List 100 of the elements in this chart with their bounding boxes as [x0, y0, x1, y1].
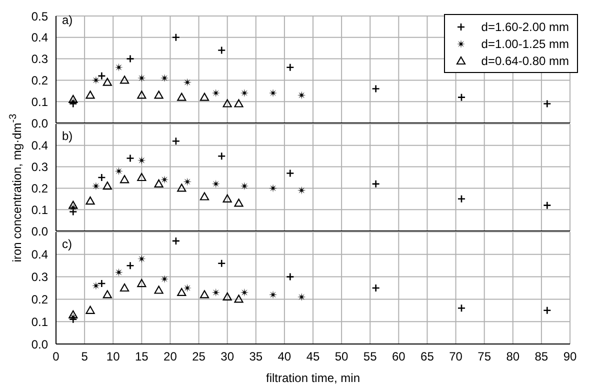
y-tick-label: 0.1 [31, 202, 48, 217]
point [102, 290, 112, 298]
x-tick-label: 0 [52, 350, 60, 364]
point [137, 172, 146, 182]
point [212, 180, 220, 188]
annotation: c) [62, 237, 72, 251]
point [217, 152, 226, 160]
y-tick-label: 0.4 [31, 30, 48, 45]
point [120, 175, 130, 184]
point [120, 283, 130, 292]
point [92, 282, 100, 290]
legend-label: d=0.64-0.80 mm [481, 54, 569, 68]
point [137, 74, 146, 82]
point [217, 46, 226, 54]
point [98, 279, 106, 288]
point [286, 272, 294, 281]
point [137, 278, 146, 288]
x-tick-label: 25 [192, 350, 206, 364]
legend-label: d=1.00-1.25 mm [481, 36, 569, 50]
point [183, 178, 192, 186]
x-tick-label: 50 [334, 350, 349, 364]
point [457, 194, 466, 204]
annotation: a) [62, 13, 73, 27]
y-tick-label: 0.0 [31, 116, 48, 130]
point [92, 182, 100, 190]
point [183, 284, 192, 292]
x-tick-label: 10 [106, 350, 120, 364]
point [240, 182, 249, 190]
point [177, 288, 186, 296]
point [222, 99, 232, 108]
point [137, 156, 146, 165]
point [200, 192, 210, 200]
y-tick-label: 0.0 [31, 224, 48, 238]
point [154, 286, 164, 294]
x-tick-label: 75 [478, 350, 492, 364]
point [154, 90, 164, 99]
y-tick-label: 0.1 [31, 314, 48, 329]
x-tick-label: 65 [420, 350, 434, 364]
point [154, 179, 164, 188]
point [126, 154, 134, 162]
point [372, 84, 380, 93]
y-tick-label: 0.4 [31, 138, 48, 153]
y-tick-label: 0.3 [31, 52, 48, 66]
point [114, 268, 124, 277]
x-tick-label: 55 [363, 350, 378, 364]
y-tick-label: 0.3 [31, 160, 48, 174]
point [102, 182, 112, 190]
point [268, 290, 278, 299]
point [114, 166, 124, 176]
point [98, 173, 106, 182]
point [86, 196, 95, 205]
point [137, 254, 146, 264]
point [286, 63, 294, 72]
point [86, 90, 95, 99]
point [172, 236, 180, 246]
point [68, 200, 78, 209]
point [98, 72, 106, 80]
y-tick-label: 0.2 [31, 181, 48, 196]
point [240, 88, 249, 98]
x-tick-label: 45 [306, 350, 320, 364]
x-tick-label: 5 [81, 350, 88, 364]
point [92, 76, 100, 84]
point [177, 184, 186, 192]
x-tick-label: 35 [249, 350, 263, 364]
annotation: b) [62, 129, 73, 143]
point [234, 198, 244, 207]
point [102, 78, 112, 86]
y-tick-label: 0.4 [31, 248, 48, 262]
x-tick-label: 70 [449, 350, 463, 364]
point [372, 180, 380, 188]
x-tick-label: 80 [506, 350, 520, 364]
y-tick-label: 0.2 [31, 73, 48, 88]
point [222, 292, 232, 301]
y-tick-label: 0.1 [31, 94, 48, 109]
point [268, 184, 278, 192]
point [114, 63, 124, 72]
x-tick-label: 60 [392, 350, 406, 364]
x-tick-label: 20 [164, 350, 178, 364]
point [68, 94, 78, 104]
point [68, 208, 78, 216]
point [297, 186, 306, 195]
point [120, 76, 130, 84]
x-axis-title: filtration time, min [266, 371, 360, 385]
point [172, 136, 180, 146]
x-tick-label: 30 [220, 350, 234, 364]
point [212, 288, 220, 297]
point [457, 304, 466, 312]
point [200, 92, 210, 101]
point [126, 261, 134, 270]
point [212, 88, 220, 98]
point [543, 306, 552, 315]
x-tick-label: 85 [534, 350, 548, 364]
point [543, 201, 552, 210]
point [286, 169, 294, 178]
point [160, 175, 169, 184]
point [68, 310, 78, 318]
point [160, 74, 169, 82]
point [160, 274, 169, 284]
y-tick-label: 0.5 [31, 9, 48, 24]
legend-label: d=1.60-2.00 mm [481, 20, 569, 34]
